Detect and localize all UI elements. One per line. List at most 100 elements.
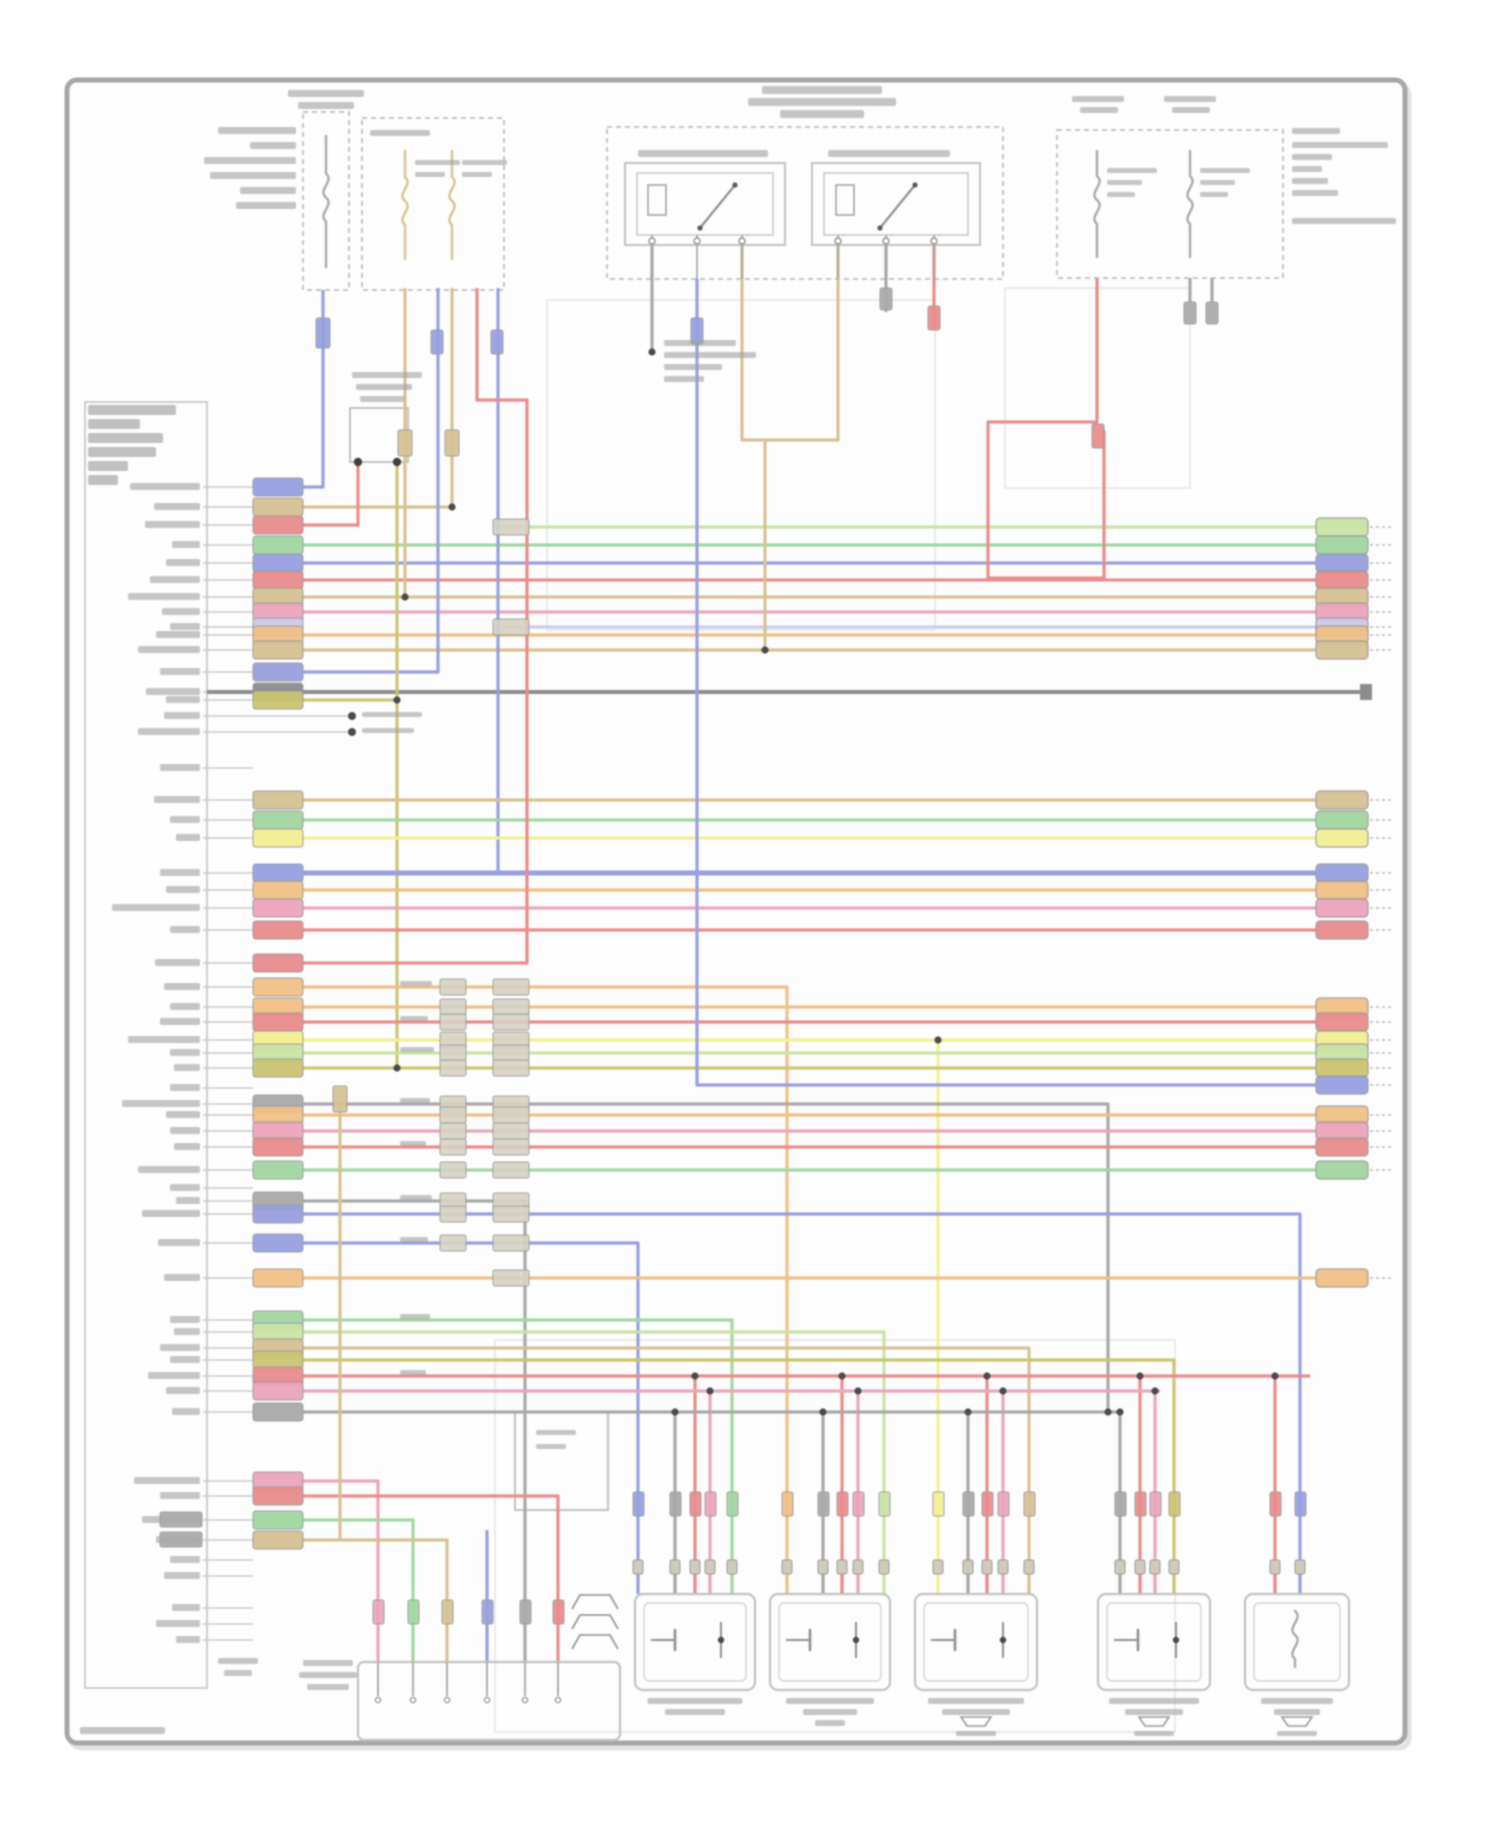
wire-tan: [740, 245, 840, 442]
relay-pin-circle: [882, 237, 890, 245]
relay-pin-circle: [738, 237, 746, 245]
inline-junction-block: [439, 1122, 467, 1140]
inline-connector: [932, 1491, 945, 1517]
pin-connector-block: [252, 1160, 304, 1180]
pin-label-text-blurred: [166, 1387, 200, 1394]
wire-gray: [303, 1102, 1110, 1412]
label-text-blurred: [462, 160, 507, 165]
wire-blue: [303, 1212, 1302, 1594]
fuse-symbol: [448, 150, 456, 260]
sensor-label-text-blurred: [1109, 1698, 1199, 1704]
inline-connector: [519, 1599, 532, 1625]
inline-junction-block: [492, 1106, 530, 1124]
sensor-inner-outline: [1253, 1602, 1341, 1682]
junction-dot: [983, 1372, 991, 1380]
inline-connector: [444, 429, 460, 457]
label-text-blurred: [1080, 107, 1118, 113]
label-text-blurred: [664, 376, 704, 382]
pin-label-text-blurred: [170, 1316, 200, 1323]
relay-label-text-blurred: [828, 150, 950, 157]
pin-label-text-blurred: [154, 503, 200, 510]
inline-junction-block: [492, 1044, 530, 1062]
label-text-blurred: [1200, 192, 1228, 197]
label-text-blurred: [204, 157, 296, 164]
dashed-component-box: [361, 117, 505, 291]
sensor-pin-connector: [1269, 1559, 1281, 1575]
label-text-blurred: [536, 1444, 566, 1449]
pin-label-text-blurred: [170, 1049, 200, 1056]
inline-connector: [441, 1599, 454, 1625]
fuse-symbol: [1093, 150, 1101, 258]
junction-dot: [934, 1036, 942, 1044]
relay-contact-dot: [912, 182, 918, 188]
junction-dot: [999, 1387, 1007, 1395]
label-text-blurred: [1292, 190, 1338, 196]
ground-symbol: [959, 1716, 993, 1727]
inline-junction-block: [439, 1106, 467, 1124]
harness-terminal-block: [1315, 898, 1369, 918]
inline-connector: [1294, 1491, 1307, 1517]
label-text-blurred: [236, 202, 296, 209]
blurred-labels-layer: [80, 86, 1396, 1736]
relay-pin-circle: [930, 237, 938, 245]
label-text-blurred: [1172, 107, 1210, 113]
sensor-pin-connector: [1023, 1559, 1035, 1575]
pin-connector-block: [252, 898, 304, 918]
harness-terminal-block: [1315, 810, 1369, 830]
relay-pin-circle: [693, 237, 701, 245]
inline-junction-block: [492, 978, 530, 996]
relay-switch-arm: [879, 184, 916, 229]
sensor-inner-outline: [778, 1602, 882, 1682]
fuse-symbol: [322, 135, 330, 268]
sensor-element-dot: [852, 1636, 860, 1644]
relay-outer-box: [811, 162, 981, 246]
pin-label-text-blurred: [174, 1064, 200, 1071]
pin-label-text-blurred: [166, 696, 200, 703]
sensor-inner-outline: [923, 1602, 1029, 1682]
inline-connector: [689, 1491, 702, 1517]
label-text-blurred: [1107, 168, 1157, 173]
inline-connector: [836, 1491, 849, 1517]
pin-connector-block: [252, 662, 304, 682]
pin-label-text-blurred: [170, 623, 200, 630]
sensor-label-text-blurred: [665, 1709, 725, 1715]
relay-inner-box: [823, 172, 969, 236]
junction-dot: [1151, 1387, 1159, 1395]
label-text-blurred: [400, 1016, 428, 1021]
junction-box-pin-circle: [443, 1696, 451, 1704]
pin-label-text-blurred: [148, 1372, 200, 1379]
sensor-inner-outline: [1106, 1602, 1202, 1682]
pin-connector-block: [252, 1268, 304, 1288]
ground-bus-end-block: [1360, 684, 1372, 700]
inline-connector: [372, 1599, 385, 1625]
inline-connector: [927, 305, 941, 331]
dashed-component-box: [606, 126, 1004, 280]
junction-dot: [706, 1387, 714, 1395]
sensor-pin-connector: [997, 1559, 1009, 1575]
dashed-component-box: [1056, 129, 1284, 279]
harness-terminal-block: [1315, 1075, 1369, 1095]
pin-label-text-blurred: [128, 593, 200, 600]
label-text-blurred: [664, 364, 722, 370]
pin-label-text-blurred: [134, 1477, 200, 1484]
sensor-pin-connector: [981, 1559, 993, 1575]
label-text-blurred: [1292, 154, 1332, 160]
wire-red: [986, 278, 1106, 580]
sensor-pin-connector: [878, 1559, 890, 1575]
label-text-blurred: [536, 1430, 576, 1435]
pin-label-text-blurred: [176, 1197, 200, 1204]
wire-blue: [303, 288, 440, 674]
junction-dot: [1136, 1372, 1144, 1380]
coil-stack-symbol: [571, 1614, 619, 1630]
inline-junction-block: [439, 1013, 467, 1031]
junction-dot: [1271, 1372, 1279, 1380]
label-text-blurred: [415, 172, 445, 177]
sensor-component: [633, 1592, 757, 1692]
sensor-label-text-blurred: [786, 1698, 874, 1704]
junction-box-pin-circle: [521, 1696, 529, 1704]
sensor-pin-connector: [1149, 1559, 1161, 1575]
label-text-blurred: [1292, 128, 1340, 134]
harness-terminal-block: [1315, 920, 1369, 940]
label-text-blurred: [218, 127, 296, 134]
pin-connector-block: [252, 497, 304, 517]
